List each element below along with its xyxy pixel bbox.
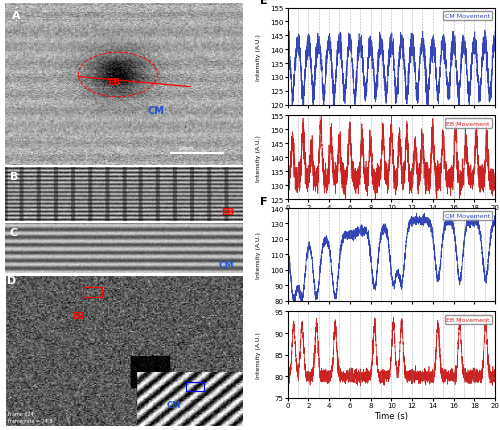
Text: 1mm: 1mm — [177, 146, 194, 151]
Legend: CM Movement: CM Movement — [443, 212, 492, 221]
Text: CM: CM — [167, 400, 182, 409]
Text: CM: CM — [148, 106, 164, 116]
Bar — [82, 288, 102, 297]
X-axis label: Time (s): Time (s) — [374, 411, 408, 420]
Text: E: E — [260, 0, 268, 6]
Text: EB: EB — [221, 208, 234, 217]
Text: EB: EB — [107, 78, 120, 87]
Y-axis label: Intensity (A.U.): Intensity (A.U.) — [256, 332, 260, 378]
Legend: CM Movement: CM Movement — [443, 12, 492, 21]
Bar — [186, 382, 204, 390]
Legend: EB Movement: EB Movement — [444, 119, 492, 128]
Text: EB: EB — [72, 311, 84, 320]
Text: CM: CM — [219, 260, 234, 269]
Text: D: D — [7, 276, 16, 286]
Text: C: C — [10, 227, 18, 237]
Text: F: F — [260, 197, 268, 206]
Text: A: A — [12, 11, 21, 21]
Text: frame rate = 24.8: frame rate = 24.8 — [8, 418, 53, 423]
Y-axis label: Intensity (A.U.): Intensity (A.U.) — [256, 135, 260, 181]
Legend: EB Movement: EB Movement — [444, 315, 492, 324]
X-axis label: Time (s): Time (s) — [374, 213, 408, 222]
Y-axis label: Intensity (A.U.): Intensity (A.U.) — [256, 34, 260, 80]
Text: frame 624: frame 624 — [8, 412, 34, 416]
Text: B: B — [10, 172, 18, 182]
Y-axis label: Intensity (A.U.): Intensity (A.U.) — [256, 231, 260, 278]
